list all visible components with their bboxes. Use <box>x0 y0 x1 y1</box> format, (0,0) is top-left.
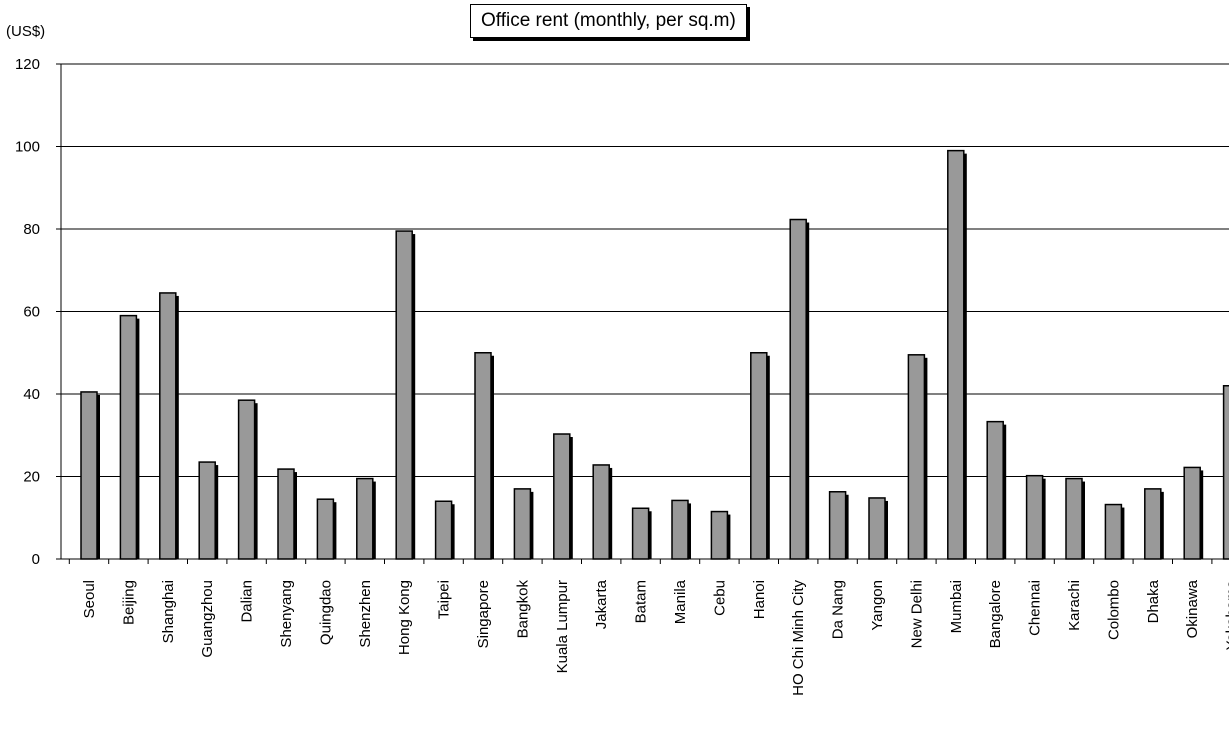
bar <box>80 391 98 560</box>
category-label: Beijing <box>120 580 137 625</box>
bar <box>907 354 926 560</box>
bar <box>237 399 256 560</box>
bar <box>434 500 453 560</box>
category-label: Mumbai <box>948 580 965 633</box>
category-label: Bangalore <box>987 580 1004 648</box>
grid-lines <box>61 63 1229 477</box>
category-label: Guangzhou <box>199 580 216 658</box>
bar <box>277 468 295 560</box>
category-labels: Seoul Beijing Shanghai Guangzhou Dalian Sheny… <box>81 579 1229 696</box>
bar <box>119 314 138 560</box>
bar <box>828 491 847 560</box>
bar <box>316 498 335 560</box>
bar <box>1065 477 1083 560</box>
category-label: Hanoi <box>751 580 768 619</box>
bar <box>986 420 1004 560</box>
category-label: Dhaka <box>1145 579 1162 623</box>
category-label: Kuala Lumpur <box>554 580 571 673</box>
bar <box>356 477 374 560</box>
bar <box>553 433 571 560</box>
bar <box>198 461 216 560</box>
category-label: Colombo <box>1105 580 1122 640</box>
category-label: Yangon <box>869 580 886 631</box>
y-tick-label: 0 <box>32 551 40 568</box>
category-label: Da Nang <box>830 580 847 639</box>
category-label: Hong Kong <box>396 580 413 655</box>
bar <box>1025 474 1044 560</box>
y-tick-label: 20 <box>23 469 40 486</box>
x-axis-ticks <box>68 559 1213 564</box>
bar <box>592 464 610 560</box>
bar <box>710 510 729 560</box>
category-label: HO Chi Minh City <box>790 580 807 696</box>
bar <box>947 149 965 560</box>
bars <box>80 149 1229 560</box>
category-label: Bangkok <box>514 580 531 639</box>
bar <box>789 218 807 560</box>
category-label: New Delhi <box>908 580 925 648</box>
chart-title: Office rent (monthly, per sq.m) <box>470 4 747 38</box>
bar <box>750 352 768 560</box>
bar <box>513 488 532 560</box>
bar <box>631 507 650 560</box>
category-label: Quingdao <box>317 580 334 645</box>
category-label: Okinawa <box>1184 579 1201 638</box>
category-label: Seoul <box>81 580 98 618</box>
category-label: Jakarta <box>593 579 610 629</box>
y-tick-label: 80 <box>23 221 40 238</box>
category-label: Cebu <box>711 580 728 616</box>
bar <box>395 230 413 560</box>
y-axis-unit-label: (US$) <box>6 23 45 40</box>
bar <box>1104 503 1123 560</box>
category-label: Karachi <box>1066 580 1083 631</box>
bar <box>159 292 177 560</box>
y-tick-label: 60 <box>23 304 40 321</box>
bar <box>1222 385 1229 560</box>
category-label: Singapore <box>475 580 492 648</box>
bar <box>1144 488 1162 560</box>
bar <box>474 352 492 560</box>
category-label: Shenyang <box>278 580 295 648</box>
category-label: Batam <box>633 580 650 623</box>
category-label: Yokohama <box>1224 579 1229 650</box>
bar <box>1183 466 1201 560</box>
category-label: Dalian <box>239 580 256 623</box>
category-label: Taipei <box>436 580 453 619</box>
category-label: Chennai <box>1027 580 1044 636</box>
y-tick-label: 100 <box>15 139 40 156</box>
bar <box>868 497 886 560</box>
category-label: Shanghai <box>160 580 177 643</box>
bar <box>671 499 689 560</box>
category-label: Manila <box>672 579 689 624</box>
y-tick-label: 120 <box>15 56 40 73</box>
category-label: Shenzhen <box>357 580 374 648</box>
y-tick-label: 40 <box>23 386 40 403</box>
